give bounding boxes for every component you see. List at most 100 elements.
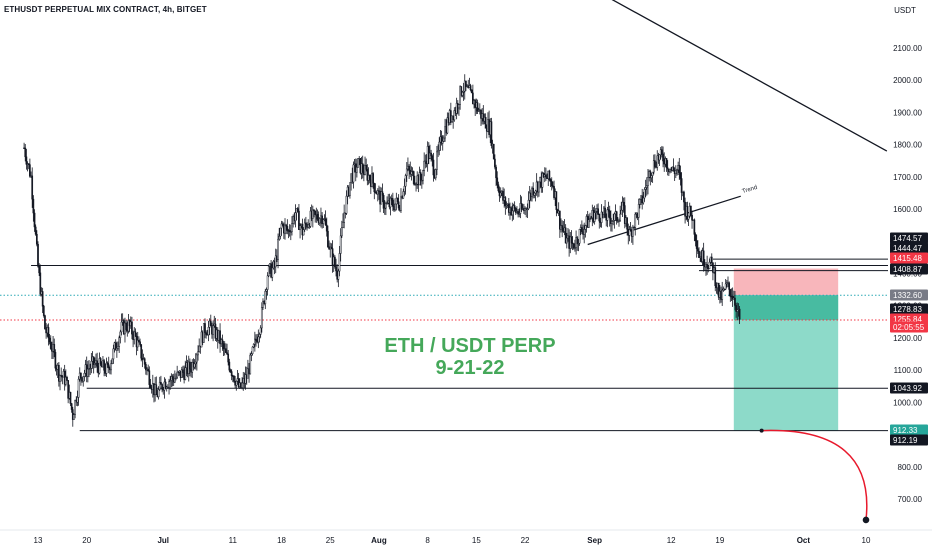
candle-body <box>196 354 198 363</box>
candle-body <box>674 170 677 174</box>
candle-body <box>254 338 256 345</box>
candle-body <box>340 227 343 237</box>
candle-body <box>335 266 337 272</box>
candle-body <box>495 166 497 179</box>
candle-body <box>59 375 61 382</box>
y-tick-label: 1700.00 <box>893 173 922 182</box>
candle-body <box>334 256 336 267</box>
candle-body <box>541 173 544 188</box>
candle-body <box>634 213 637 228</box>
candle-body <box>228 361 231 371</box>
candle-body <box>103 360 105 371</box>
price-label: 1415.48 <box>890 252 928 264</box>
candle-body <box>683 191 685 203</box>
candle-body <box>618 220 620 222</box>
candle-body <box>619 213 622 222</box>
candle-body <box>177 371 180 374</box>
candle-body <box>427 146 430 159</box>
candle-body <box>176 371 179 378</box>
candle-body <box>396 197 399 202</box>
candle-body <box>136 340 139 348</box>
candle-body <box>167 386 169 389</box>
candle-body <box>155 384 158 396</box>
candle-body <box>434 169 437 179</box>
candle-body <box>76 397 79 403</box>
candle-body <box>656 155 659 168</box>
price-label: 912.33 <box>890 424 928 436</box>
candle-body <box>415 183 417 186</box>
candle-body <box>499 192 502 197</box>
candle-body <box>281 223 284 226</box>
candle-body <box>365 165 368 170</box>
candle-body <box>538 181 540 193</box>
candle-body <box>550 181 553 187</box>
x-tick-label: 8 <box>425 536 430 545</box>
candle-body <box>381 191 384 196</box>
candle-body <box>470 89 473 94</box>
candle-body <box>289 231 292 233</box>
candle-body <box>564 227 567 244</box>
candle-body <box>611 221 613 224</box>
candle-body <box>60 375 63 377</box>
candle-body <box>112 348 115 360</box>
price-label-bg <box>890 382 928 394</box>
candle-body <box>70 403 73 410</box>
candle-body <box>110 363 112 371</box>
candle-body <box>67 380 70 399</box>
candle-body <box>298 210 300 231</box>
y-tick-label: 800.00 <box>898 463 923 472</box>
candle-body <box>244 374 247 384</box>
candle-body <box>728 282 731 290</box>
candle-body <box>241 382 243 388</box>
candle-body <box>226 352 228 355</box>
candle-body <box>706 264 708 268</box>
candle-body <box>285 224 288 227</box>
candle-body <box>661 149 663 155</box>
candle-body <box>443 137 445 142</box>
candle-body <box>114 342 117 351</box>
candle-body <box>266 275 269 290</box>
candle-body <box>490 121 493 146</box>
candle-body <box>691 214 693 221</box>
candle-body <box>303 222 306 230</box>
candle-body <box>476 102 479 112</box>
candle-body <box>34 226 37 235</box>
candle-body <box>637 204 640 218</box>
candle-body <box>672 166 675 171</box>
candles <box>23 74 741 427</box>
candle-body <box>316 213 319 220</box>
candle-body <box>90 360 93 369</box>
candle-body <box>330 246 333 249</box>
candle-body <box>342 222 344 229</box>
candle-body <box>118 337 121 347</box>
candle-body <box>204 323 206 333</box>
y-tick-label: 1000.00 <box>893 398 922 407</box>
chart-title: ETHUSDT PERPETUAL MIX CONTRACT, 4h, BITG… <box>4 5 207 14</box>
candle-body <box>221 339 224 344</box>
candle-body <box>620 209 623 215</box>
candle-body <box>324 218 327 226</box>
candle-body <box>352 164 355 183</box>
candle-body <box>527 199 530 210</box>
candle-body <box>259 327 262 335</box>
candle-body <box>182 369 184 373</box>
candle-body <box>274 255 277 268</box>
candle-body <box>702 250 705 266</box>
candle-body <box>125 322 127 330</box>
candle-body <box>622 201 625 206</box>
projection-start-dot <box>759 428 764 433</box>
price-label-bg <box>890 252 928 264</box>
candle-body <box>402 191 405 199</box>
candle-body <box>376 190 379 195</box>
candle-body <box>327 230 329 247</box>
candle-body <box>690 205 692 216</box>
candle-body <box>549 179 552 182</box>
candle-body <box>96 360 98 367</box>
candle-body <box>299 225 301 231</box>
y-tick-label: 2100.00 <box>893 44 922 53</box>
candle-body <box>284 224 286 234</box>
candle-body <box>227 353 230 363</box>
y-tick-label: 1600.00 <box>893 205 922 214</box>
candle-body <box>650 175 653 179</box>
